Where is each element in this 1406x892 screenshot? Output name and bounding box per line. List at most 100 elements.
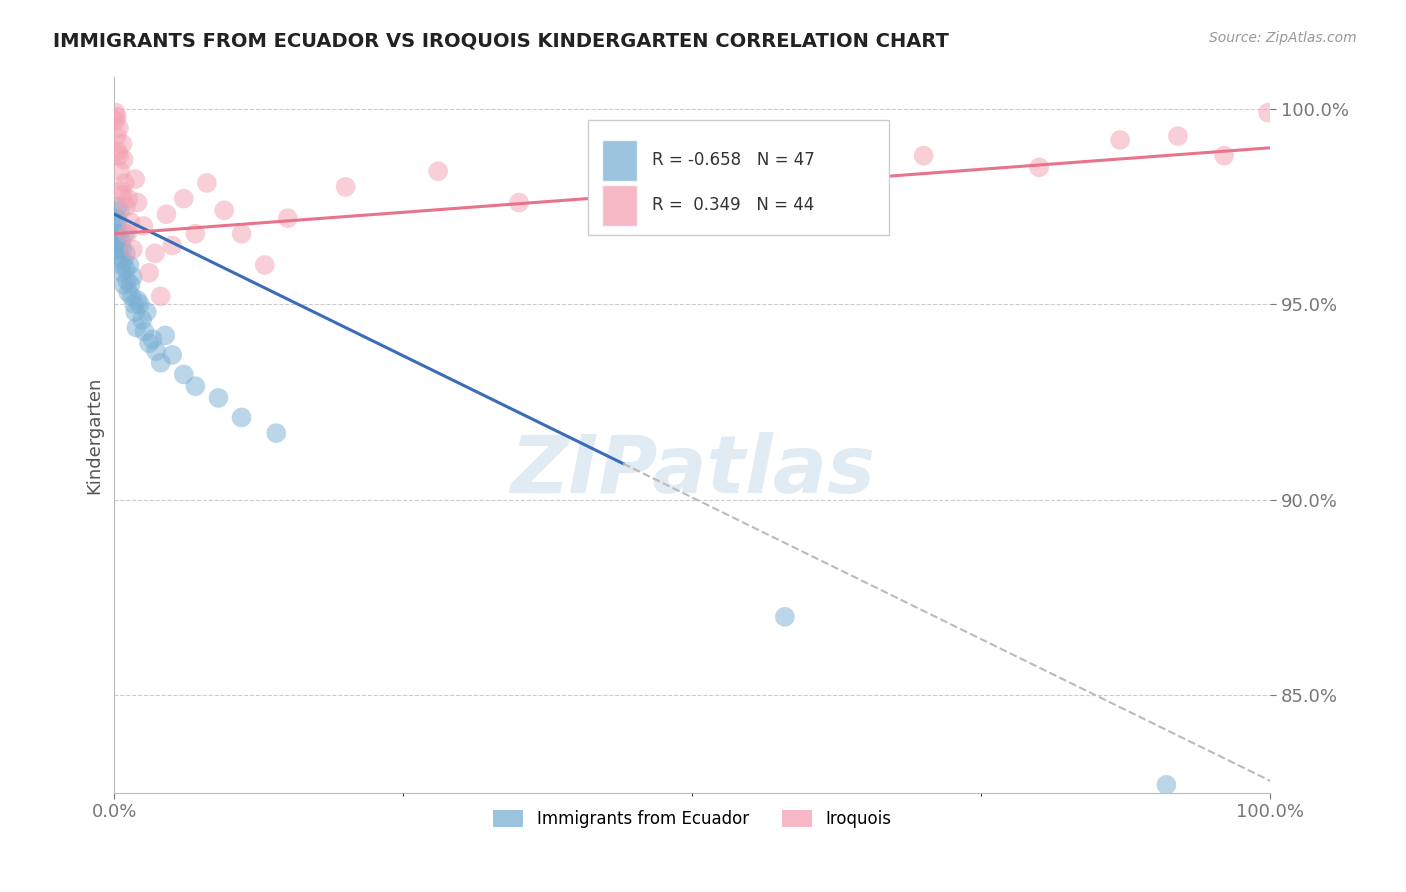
- Point: [142, 332, 165, 346]
- Point: [149, 356, 172, 370]
- Point: [115, 246, 138, 260]
- Text: IMMIGRANTS FROM ECUADOR VS IROQUOIS KINDERGARTEN CORRELATION CHART: IMMIGRANTS FROM ECUADOR VS IROQUOIS KIND…: [53, 31, 949, 50]
- Point: [124, 305, 146, 319]
- Text: Source: ZipAtlas.com: Source: ZipAtlas.com: [1209, 31, 1357, 45]
- Point: [212, 203, 235, 218]
- Point: [1109, 133, 1132, 147]
- Point: [131, 312, 153, 326]
- Point: [117, 285, 139, 300]
- Point: [121, 289, 143, 303]
- Point: [111, 136, 134, 151]
- Point: [108, 148, 131, 162]
- Point: [108, 250, 131, 264]
- Point: [1167, 129, 1189, 144]
- Point: [111, 187, 134, 202]
- Point: [104, 219, 127, 233]
- Point: [1028, 161, 1050, 175]
- Point: [104, 113, 127, 128]
- Point: [108, 243, 131, 257]
- Point: [112, 153, 135, 167]
- Point: [105, 110, 128, 124]
- Point: [107, 215, 129, 229]
- FancyBboxPatch shape: [588, 120, 889, 235]
- Point: [104, 235, 127, 249]
- Point: [160, 348, 183, 362]
- Point: [138, 336, 160, 351]
- Point: [120, 277, 142, 292]
- Text: R = -0.658   N = 47: R = -0.658 N = 47: [652, 152, 814, 169]
- Point: [427, 164, 450, 178]
- Point: [125, 320, 148, 334]
- Point: [108, 227, 131, 241]
- Point: [149, 289, 172, 303]
- Point: [108, 164, 131, 178]
- Point: [111, 266, 134, 280]
- Point: [117, 192, 139, 206]
- Point: [173, 192, 195, 206]
- Point: [155, 207, 177, 221]
- Point: [108, 121, 131, 136]
- Point: [231, 410, 253, 425]
- Point: [184, 379, 207, 393]
- Point: [107, 145, 129, 159]
- Point: [115, 274, 138, 288]
- Point: [1213, 148, 1236, 162]
- Point: [195, 176, 218, 190]
- Point: [114, 227, 136, 241]
- Point: [1156, 778, 1178, 792]
- Point: [155, 328, 177, 343]
- Point: [508, 195, 530, 210]
- Point: [118, 258, 141, 272]
- Point: [128, 297, 150, 311]
- Y-axis label: Kindergarten: Kindergarten: [86, 376, 103, 494]
- Point: [773, 609, 796, 624]
- Point: [127, 195, 149, 210]
- Point: [253, 258, 276, 272]
- Point: [107, 199, 129, 213]
- Point: [120, 215, 142, 229]
- Point: [134, 325, 156, 339]
- Point: [207, 391, 229, 405]
- Point: [681, 184, 703, 198]
- Point: [132, 219, 155, 233]
- Point: [110, 184, 132, 198]
- Point: [173, 368, 195, 382]
- Point: [104, 105, 127, 120]
- Point: [110, 235, 132, 249]
- Point: [127, 293, 149, 308]
- Point: [122, 269, 145, 284]
- Point: [184, 227, 207, 241]
- Point: [124, 172, 146, 186]
- Point: [122, 297, 145, 311]
- Legend: Immigrants from Ecuador, Iroquois: Immigrants from Ecuador, Iroquois: [486, 803, 898, 834]
- Point: [143, 246, 166, 260]
- Point: [264, 426, 287, 441]
- Point: [105, 129, 128, 144]
- Point: [112, 277, 135, 292]
- Point: [160, 238, 183, 252]
- Point: [105, 238, 128, 252]
- Point: [112, 254, 135, 268]
- Point: [335, 179, 357, 194]
- Point: [231, 227, 253, 241]
- Point: [145, 344, 167, 359]
- Text: R =  0.349   N = 44: R = 0.349 N = 44: [652, 196, 814, 214]
- Point: [277, 211, 299, 226]
- Point: [114, 176, 136, 190]
- Point: [912, 148, 935, 162]
- Point: [115, 227, 138, 241]
- Point: [108, 203, 131, 218]
- Point: [122, 243, 145, 257]
- Point: [138, 266, 160, 280]
- FancyBboxPatch shape: [602, 140, 637, 181]
- FancyBboxPatch shape: [602, 185, 637, 227]
- Point: [1257, 105, 1279, 120]
- Point: [115, 199, 138, 213]
- Point: [135, 305, 157, 319]
- Point: [115, 262, 138, 277]
- Point: [110, 258, 132, 272]
- Point: [105, 211, 128, 226]
- Point: [111, 243, 134, 257]
- Point: [797, 168, 820, 182]
- Point: [104, 227, 127, 241]
